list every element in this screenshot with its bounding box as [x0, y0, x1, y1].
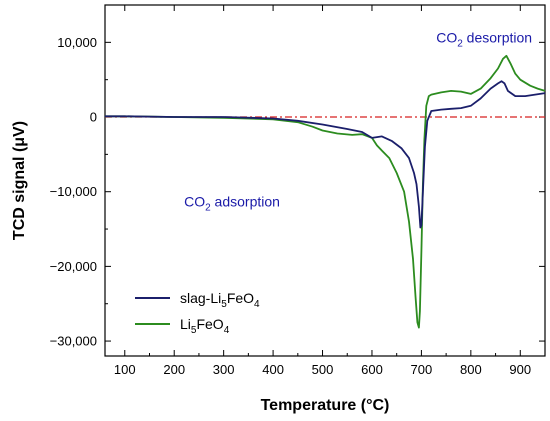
x-tick-label: 800 [460, 362, 482, 377]
x-tick-label: 200 [163, 362, 185, 377]
legend: slag-Li5FeO4 Li5FeO4 [135, 290, 260, 336]
y-tick-label: 10,000 [57, 35, 97, 50]
y-tick-label: −10,000 [50, 184, 97, 199]
x-tick-label: 600 [361, 362, 383, 377]
legend-label: slag-Li5FeO4 [180, 290, 260, 310]
x-tick-label: 400 [262, 362, 284, 377]
annotation-label: CO2 adsorption [184, 194, 280, 214]
y-axis-title: TCD signal (μV) [11, 121, 28, 240]
x-tick-label: 100 [114, 362, 136, 377]
x-axis-title: Temperature (°C) [261, 397, 390, 414]
plot-area: 100 200 300 400 500 600 700 800 900 10,000 0 −10,00… [50, 4, 546, 377]
x-tick-label: 900 [509, 362, 531, 377]
legend-label: Li5FeO4 [180, 316, 230, 336]
x-tick-label: 500 [312, 362, 334, 377]
annotation-label: CO2 desorption [436, 29, 532, 49]
series-line-slag-li5feo4 [105, 80, 546, 229]
x-tick-label: 700 [411, 362, 433, 377]
annotations: CO2 desorption CO2 adsorption [184, 29, 532, 213]
plot-frame [104, 4, 546, 357]
y-tick-label: −30,000 [50, 334, 97, 349]
x-tick-label: 300 [213, 362, 235, 377]
y-tick-label: 0 [90, 110, 97, 125]
y-tick-label: −20,000 [50, 259, 97, 274]
series-line-li5feo4 [105, 54, 546, 329]
